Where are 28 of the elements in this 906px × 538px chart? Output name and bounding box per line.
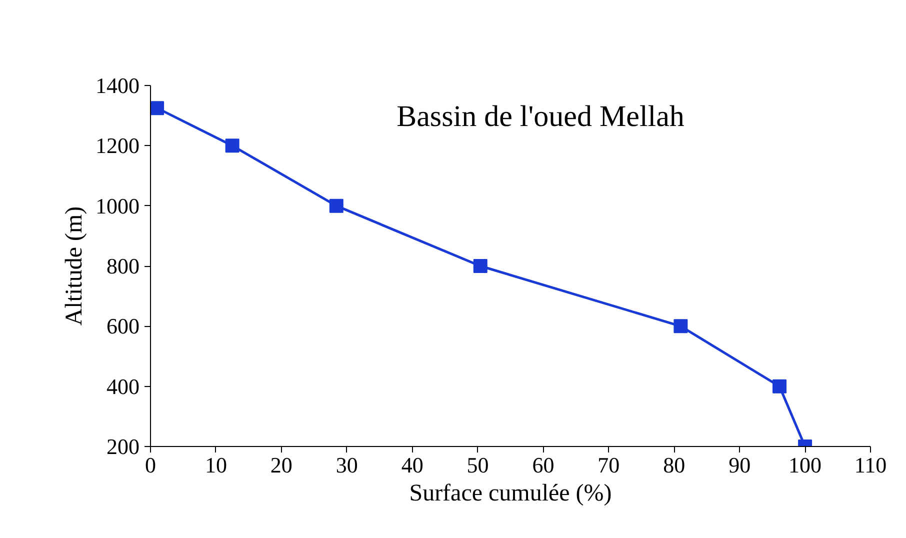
y-tick-label: 1400 (96, 73, 140, 98)
y-tick-label: 1000 (96, 193, 140, 218)
y-tick-label: 600 (106, 314, 140, 339)
x-tick-label: 70 (598, 452, 620, 478)
point (329, 198, 344, 213)
y-tick-label: 400 (106, 374, 140, 399)
point (772, 379, 787, 394)
x-tick-label: 100 (788, 452, 822, 478)
y-axis-title: Altitude (m) (62, 206, 88, 326)
point (150, 101, 164, 116)
text: Bassin de l'oued Mellah (396, 100, 684, 133)
point (225, 138, 240, 153)
x-tick-label: 60 (532, 452, 554, 478)
y-tick-label: 200 (106, 434, 140, 459)
point (674, 319, 688, 334)
x-axis-title: Surface cumulée (%) (409, 480, 612, 506)
x-tick-label: 10 (204, 452, 227, 478)
point (473, 259, 488, 273)
x-tick-label: 110 (854, 452, 887, 478)
x-tick-label: 0 (145, 452, 156, 478)
x-tick-label: 20 (270, 452, 292, 478)
x-tick-label: 30 (336, 452, 358, 478)
y-tick-label: 800 (106, 254, 140, 278)
x-tick-label: 90 (728, 452, 751, 478)
x-tick-label: 80 (663, 452, 686, 478)
y-tick-label: 1200 (96, 133, 140, 158)
x-tick-label: 40 (401, 452, 424, 478)
x-tick-label: 50 (466, 452, 489, 478)
